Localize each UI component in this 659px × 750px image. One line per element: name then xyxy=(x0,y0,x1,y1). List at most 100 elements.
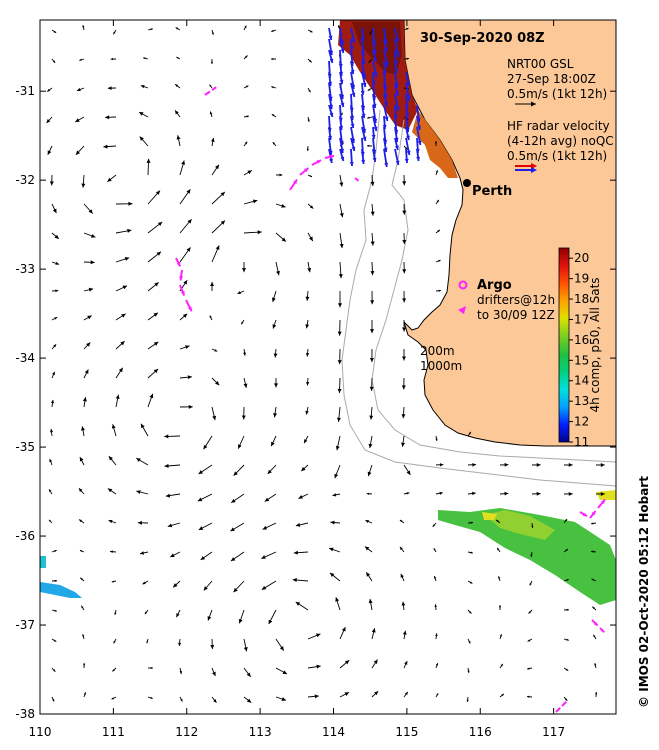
radar-arrow-icon xyxy=(349,148,354,167)
model-arrow-icon xyxy=(209,111,213,118)
model-arrow-icon xyxy=(529,580,533,586)
drifter-arrow-icon xyxy=(561,701,567,707)
model-arrow-icon xyxy=(179,667,183,675)
model-arrow-icon xyxy=(563,696,568,702)
model-arrow-icon xyxy=(147,341,159,350)
model-arrow-icon xyxy=(261,580,277,591)
x-tick-label: 114 xyxy=(322,725,345,739)
colorbar-ticks: 11 12 13 14 15 16 17 18 19 20 xyxy=(569,251,589,449)
model-arrow-icon xyxy=(303,435,309,444)
model-arrow-icon xyxy=(147,282,159,292)
model-arrow-icon xyxy=(197,493,213,502)
radar-arrow-icon xyxy=(349,38,354,52)
model-arrow-icon xyxy=(211,406,217,421)
legend-drifter-line-1: drifters@12h xyxy=(477,293,555,307)
radar-arrow-icon xyxy=(394,137,399,151)
colorbar-label: 4h comp, p50, All Sats xyxy=(588,277,602,412)
model-arrow-icon xyxy=(143,57,149,60)
model-arrow-icon xyxy=(275,638,285,651)
model-arrow-icon xyxy=(563,462,573,467)
radar-arrow-icon xyxy=(328,27,333,41)
x-tick-label: 112 xyxy=(175,725,198,739)
radar-arrow-icon xyxy=(339,71,344,85)
radar-arrow-icon xyxy=(372,93,377,109)
model-arrow-icon xyxy=(595,463,605,467)
model-arrow-icon xyxy=(563,518,568,524)
model-arrow-icon xyxy=(435,463,444,467)
model-arrow-icon xyxy=(139,551,149,555)
model-arrow-icon xyxy=(499,663,504,669)
model-arrow-icon xyxy=(499,462,509,467)
model-arrow-icon xyxy=(275,261,280,276)
model-arrow-icon xyxy=(111,424,117,437)
model-arrow-icon xyxy=(165,493,181,498)
model-arrow-icon xyxy=(339,232,344,249)
model-arrow-icon xyxy=(467,609,472,614)
axis-ticks: 110 111 112 113 114 115 116 117 -31 -32 -33 -34 -35 -… xyxy=(15,20,616,739)
model-arrow-icon xyxy=(528,609,533,614)
model-arrow-icon xyxy=(402,232,407,245)
radar-arrow-icon xyxy=(371,126,376,140)
model-arrow-icon xyxy=(51,667,56,673)
model-arrow-icon xyxy=(115,313,126,321)
model-arrow-icon xyxy=(176,56,181,60)
model-arrow-icon xyxy=(275,203,286,208)
model-arrow-icon xyxy=(432,522,437,528)
model-arrow-icon xyxy=(238,609,245,624)
radar-arrow-icon xyxy=(372,115,378,132)
radar-arrow-icon xyxy=(405,82,411,102)
model-arrow-icon xyxy=(495,519,501,524)
legend-model-line-2: 27-Sep 18:00Z xyxy=(507,72,596,86)
legend-radar-line-1: HF radar velocity xyxy=(507,119,610,133)
model-arrow-icon xyxy=(307,116,310,122)
y-tick-label: -34 xyxy=(15,351,35,365)
model-arrow-icon xyxy=(147,190,161,205)
model-arrow-icon xyxy=(79,577,85,582)
model-arrow-icon xyxy=(593,634,597,640)
model-arrow-icon xyxy=(401,406,406,419)
model-arrow-icon xyxy=(339,659,350,669)
model-arrow-icon xyxy=(115,228,132,234)
model-arrow-icon xyxy=(401,601,406,611)
model-arrow-icon xyxy=(115,367,124,379)
radar-arrow-icon xyxy=(394,60,399,74)
model-arrow-icon xyxy=(498,576,501,582)
model-arrow-icon xyxy=(272,141,277,147)
radar-arrow-icon xyxy=(383,93,388,107)
model-arrow-icon xyxy=(51,638,57,642)
model-arrow-icon xyxy=(46,116,53,124)
model-arrow-icon xyxy=(270,435,277,447)
model-arrow-icon xyxy=(371,628,376,640)
model-arrow-icon xyxy=(110,550,117,554)
argo-marker-icon xyxy=(458,280,468,290)
model-arrow-icon xyxy=(594,663,597,669)
place-label-perth: Perth xyxy=(472,184,512,199)
radar-arrow-icon xyxy=(350,82,356,98)
model-arrow-icon xyxy=(401,435,406,447)
model-arrow-icon xyxy=(292,578,309,582)
model-arrow-icon xyxy=(115,394,120,408)
hf-radar-arrows xyxy=(327,27,422,168)
model-arrow-icon xyxy=(83,287,94,292)
model-arrow-icon xyxy=(366,492,373,495)
x-tick-label: 113 xyxy=(249,725,272,739)
radar-arrow-icon xyxy=(350,137,356,152)
model-arrow-icon xyxy=(51,58,56,64)
model-arrow-icon xyxy=(48,489,53,495)
drifter-arrow-icon xyxy=(599,627,605,633)
model-arrow-icon xyxy=(300,464,309,472)
model-arrow-icon xyxy=(339,626,346,640)
model-arrow-icon xyxy=(170,551,181,558)
model-arrow-icon xyxy=(298,493,309,499)
model-arrow-icon xyxy=(515,101,536,107)
model-arrow-icon xyxy=(590,550,597,553)
model-arrow-icon xyxy=(140,423,149,437)
model-arrow-icon xyxy=(211,348,218,352)
model-arrow-icon xyxy=(271,290,277,303)
model-arrow-icon xyxy=(264,493,277,502)
radar-arrow-icon xyxy=(361,104,366,119)
model-arrow-icon xyxy=(400,573,405,582)
radar-arrow-icon xyxy=(350,60,355,75)
radar-arrow-icon xyxy=(405,104,410,118)
model-arrow-icon xyxy=(147,393,154,408)
